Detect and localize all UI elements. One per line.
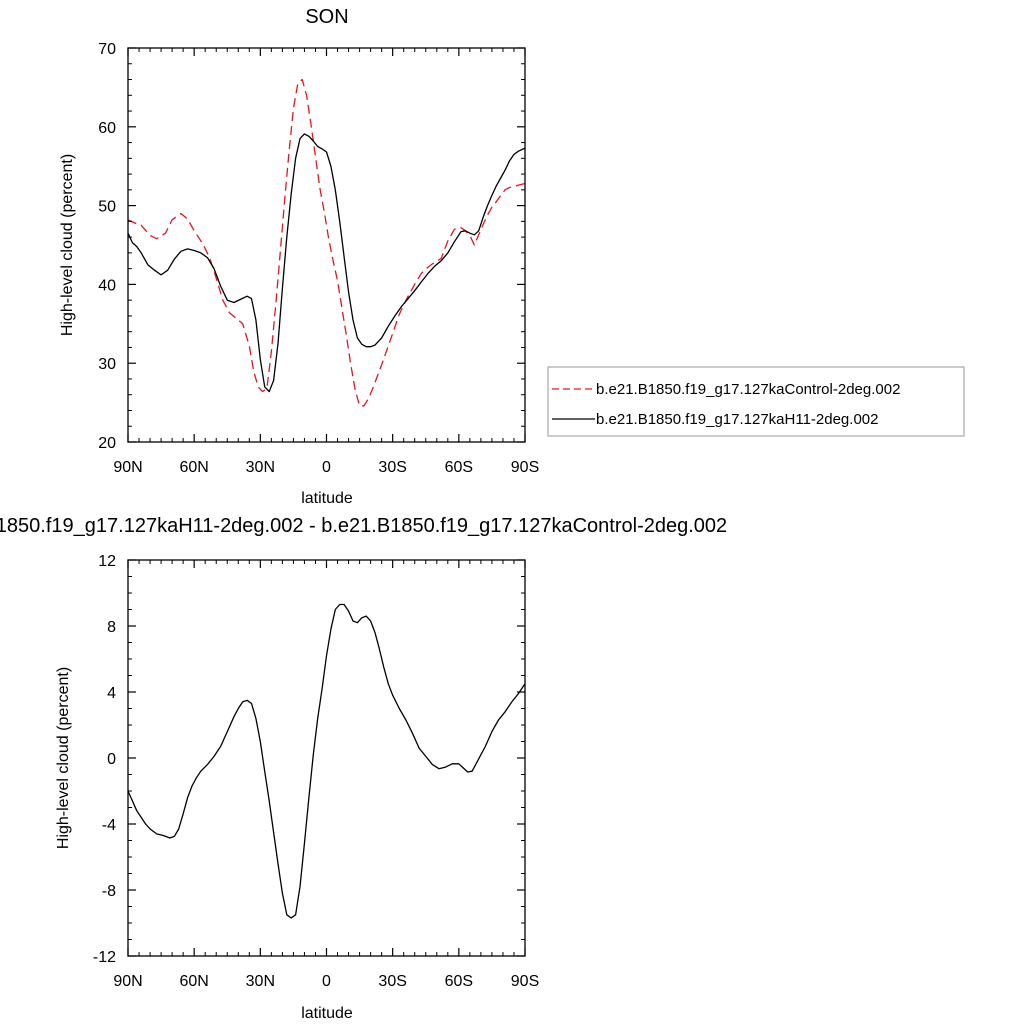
top-panel-x-tick-label: 0 <box>322 459 331 476</box>
top-panel-x-tick-label: 90S <box>511 459 539 476</box>
bottom-panel-y-tick-label: -4 <box>102 817 116 834</box>
bottom-panel: b.e21.B1850.f19_g17.127kaH11-2deg.002 - … <box>0 515 727 1022</box>
legend-label-control: b.e21.B1850.f19_g17.127kaControl-2deg.00… <box>596 381 900 398</box>
top-panel-y-axis-label: High-level cloud (percent) <box>59 154 76 336</box>
bottom-panel-plot-frame <box>127 559 526 957</box>
top-panel-y-tick-label: 60 <box>98 120 116 137</box>
top-panel-y-tick-label: 30 <box>98 356 116 373</box>
top-panel-plot-frame <box>127 47 526 443</box>
bottom-panel-y-tick-label: 8 <box>107 619 116 636</box>
bottom-panel-y-tick-label: 12 <box>98 553 116 570</box>
bottom-panel-x-tick-label: 90N <box>113 973 142 990</box>
top-panel-y-tick-label: 20 <box>98 435 116 452</box>
bottom-panel-x-tick-label: 30N <box>246 973 275 990</box>
legend-box <box>547 366 965 437</box>
top-panel-x-tick-label: 30N <box>246 459 275 476</box>
bottom-panel-series-line-0 <box>127 603 526 919</box>
top-panel-title: SON <box>305 6 348 28</box>
bottom-panel-x-tick-label: 0 <box>322 973 331 990</box>
top-panel-y-tick-label: 40 <box>98 277 116 294</box>
bottom-panel-x-tick-label: 30S <box>378 973 406 990</box>
bottom-panel-y-tick-label: 0 <box>107 751 116 768</box>
top-panel-y-tick-label: 50 <box>98 199 116 216</box>
top-panel: SON 90N 60N 30N 0 30S 60S 90S 20 30 40 50 60 70 lati… <box>59 6 965 507</box>
top-panel-x-tick-label: 90N <box>113 459 142 476</box>
top-panel-series-line-0 <box>127 78 526 407</box>
top-panel-series-layer <box>127 78 526 407</box>
top-panel-x-tick-label: 30S <box>378 459 406 476</box>
bottom-panel-y-tick-label: -8 <box>102 883 116 900</box>
top-panel-x-tick-label: 60N <box>179 459 208 476</box>
top-panel-axes: 90N 60N 30N 0 30S 60S 90S 20 30 40 50 60 70 <box>98 41 539 476</box>
bottom-panel-axes: 90N 60N 30N 0 30S 60S 90S -12 -8 -4 0 4 8 12 <box>93 553 539 990</box>
bottom-panel-y-tick-label: 4 <box>107 685 116 702</box>
legend-label-h11: b.e21.B1850.f19_g17.127kaH11-2deg.002 <box>596 411 878 428</box>
top-panel-legend: b.e21.B1850.f19_g17.127kaControl-2deg.00… <box>547 366 965 437</box>
bottom-panel-y-axis-label: High-level cloud (percent) <box>55 667 72 849</box>
bottom-panel-x-axis-label: latitude <box>301 1005 353 1022</box>
bottom-panel-x-tick-label: 60S <box>445 973 473 990</box>
bottom-panel-title: b.e21.B1850.f19_g17.127kaH11-2deg.002 - … <box>0 515 727 537</box>
top-panel-x-tick-label: 60S <box>445 459 473 476</box>
bottom-panel-x-tick-label: 60N <box>179 973 208 990</box>
bottom-panel-x-tick-label: 90S <box>511 973 539 990</box>
bottom-panel-y-tick-label: -12 <box>93 949 116 966</box>
top-panel-series-line-1 <box>127 133 526 393</box>
top-panel-x-axis-label: latitude <box>301 490 353 507</box>
bottom-panel-series-layer <box>127 603 526 919</box>
top-panel-y-tick-label: 70 <box>98 41 116 58</box>
